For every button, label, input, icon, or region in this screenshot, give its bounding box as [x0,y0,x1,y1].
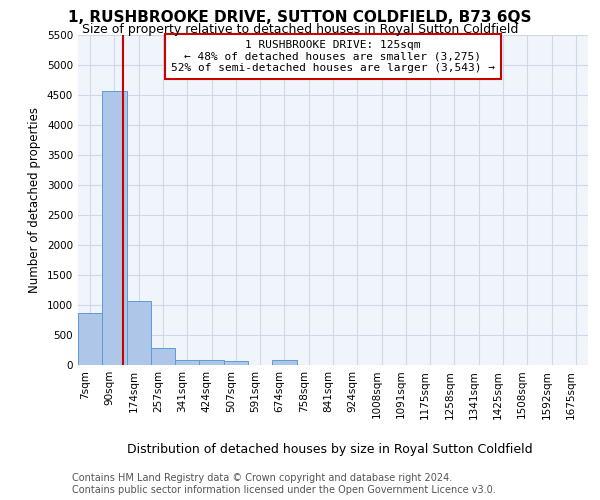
Y-axis label: Number of detached properties: Number of detached properties [28,107,41,293]
Bar [272,360,296,365]
Text: Distribution of detached houses by size in Royal Sutton Coldfield: Distribution of detached houses by size … [127,442,533,456]
Bar [151,348,175,365]
Bar [127,302,151,365]
Text: 1 RUSHBROOKE DRIVE: 125sqm
← 48% of detached houses are smaller (3,275)
52% of s: 1 RUSHBROOKE DRIVE: 125sqm ← 48% of deta… [171,40,495,73]
Bar [78,313,102,365]
Bar [199,360,224,365]
Text: 1, RUSHBROOKE DRIVE, SUTTON COLDFIELD, B73 6QS: 1, RUSHBROOKE DRIVE, SUTTON COLDFIELD, B… [68,10,532,25]
Text: Size of property relative to detached houses in Royal Sutton Coldfield: Size of property relative to detached ho… [82,22,518,36]
Bar [224,360,248,365]
Bar [175,360,199,365]
Text: Contains HM Land Registry data © Crown copyright and database right 2024.
Contai: Contains HM Land Registry data © Crown c… [72,474,496,495]
Bar [102,91,127,365]
